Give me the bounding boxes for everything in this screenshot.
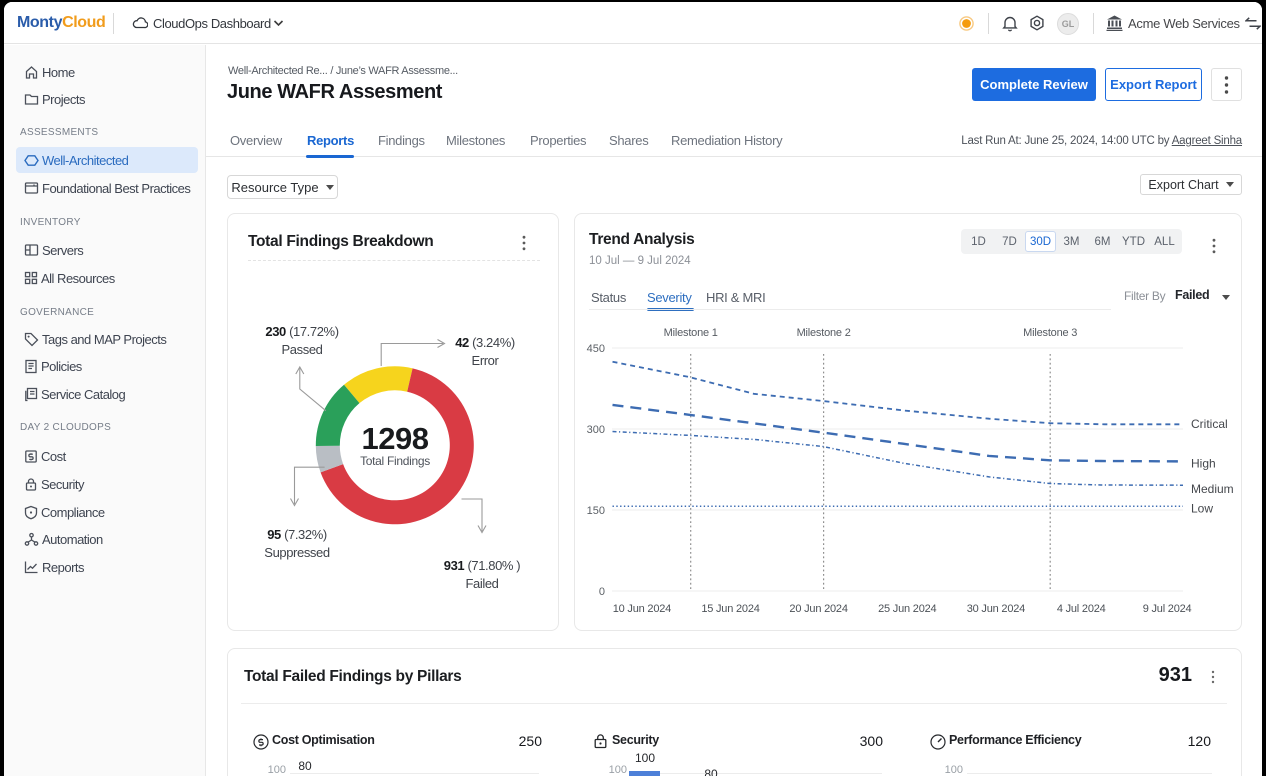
svg-text:20 Jun 2024: 20 Jun 2024 [789, 603, 847, 615]
svg-text:High: High [1191, 457, 1216, 471]
svg-text:300: 300 [587, 424, 605, 436]
svg-text:Low: Low [1191, 502, 1213, 516]
svg-text:10 Jun 2024: 10 Jun 2024 [613, 603, 671, 615]
svg-text:0: 0 [599, 586, 605, 598]
svg-text:Milestone 2: Milestone 2 [797, 327, 851, 339]
svg-text:Milestone 1: Milestone 1 [664, 327, 718, 339]
svg-text:15 Jun 2024: 15 Jun 2024 [701, 603, 759, 615]
svg-text:9 Jul 2024: 9 Jul 2024 [1143, 603, 1192, 615]
svg-text:4 Jul 2024: 4 Jul 2024 [1057, 603, 1106, 615]
svg-text:25 Jun 2024: 25 Jun 2024 [878, 603, 936, 615]
svg-text:Medium: Medium [1191, 482, 1234, 496]
svg-text:450: 450 [587, 343, 605, 355]
svg-text:30 Jun 2024: 30 Jun 2024 [967, 603, 1025, 615]
svg-text:Milestone 3: Milestone 3 [1023, 327, 1077, 339]
svg-text:150: 150 [587, 505, 605, 517]
svg-text:Critical: Critical [1191, 417, 1228, 431]
